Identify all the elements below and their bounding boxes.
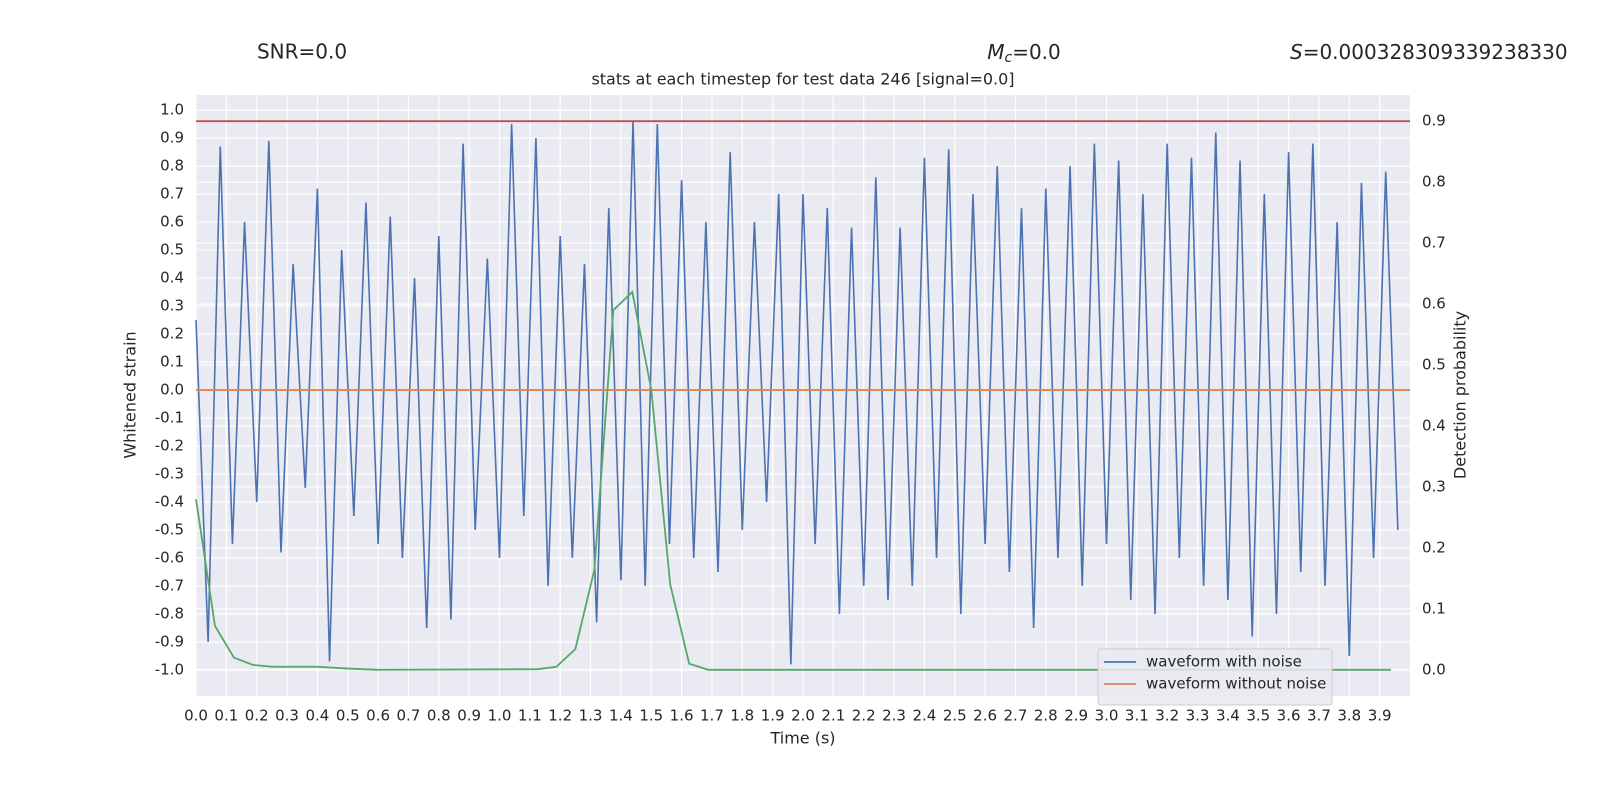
y-tick-label: 0.9 (160, 129, 184, 147)
x-tick-label: 1.5 (639, 707, 663, 725)
x-tick-label: 2.2 (852, 707, 876, 725)
y-tick-label: -0.1 (155, 409, 184, 427)
y-tick-label: 0.8 (160, 157, 184, 175)
y-tick-label: 0.2 (160, 325, 184, 343)
y-tick-label: 1.0 (160, 101, 184, 119)
x-tick-label: 2.1 (821, 707, 845, 725)
annotation-text: =0.000328309339238330 (1303, 40, 1568, 64)
chart-title: stats at each timestep for test data 246… (591, 70, 1014, 89)
y2-tick-label: 0.1 (1422, 599, 1446, 617)
annotation: Mc=0.0 (987, 40, 1061, 67)
x-tick-label: 3.4 (1216, 707, 1240, 725)
x-tick-label: 0.2 (245, 707, 269, 725)
y-tick-label: 0.4 (160, 269, 184, 287)
x-tick-label: 3.2 (1155, 707, 1179, 725)
y-tick-label: 0.0 (160, 381, 184, 399)
y2-tick-label: 0.9 (1422, 112, 1446, 130)
x-tick-label: 3.9 (1368, 707, 1392, 725)
x-tick-label: 1.4 (609, 707, 633, 725)
y2-tick-label: 0.6 (1422, 295, 1446, 313)
annotation-symbol: S (1290, 40, 1303, 64)
grid (195, 95, 1410, 696)
y-tick-label: 0.3 (160, 297, 184, 315)
series-line (195, 121, 1399, 665)
x-tick-label: 0.5 (336, 707, 360, 725)
x-tick-label: 2.6 (973, 707, 997, 725)
x-tick-label: 1.6 (670, 707, 694, 725)
y-tick-label: -0.2 (155, 437, 184, 455)
y-tick-label: 0.6 (160, 213, 184, 231)
x-tick-label: 0.9 (457, 707, 481, 725)
x-tick-label: 0.7 (397, 707, 421, 725)
legend-label: waveform without noise (1146, 675, 1326, 693)
y-tick-label: -1.0 (155, 660, 184, 678)
x-tick-label: 1.8 (730, 707, 754, 725)
annotation: SNR=0.0 (257, 40, 347, 64)
y2-tick-label: 0.4 (1422, 416, 1446, 434)
x-tick-label: 0.4 (305, 707, 329, 725)
x-tick-label: 3.5 (1246, 707, 1270, 725)
x-tick-label: 2.7 (1004, 707, 1028, 725)
x-tick-label: 1.1 (518, 707, 542, 725)
x-tick-label: 2.8 (1034, 707, 1058, 725)
x-tick-label: 1.7 (700, 707, 724, 725)
y2-tick-label: 0.5 (1422, 356, 1446, 374)
x-tick-label: 1.3 (579, 707, 603, 725)
y-tick-label: -0.7 (155, 576, 184, 594)
x-tick-label: 0.0 (184, 707, 208, 725)
x-tick-label: 2.9 (1064, 707, 1088, 725)
y2-axis-label: Detection probability (1451, 311, 1470, 479)
y2-tick-label: 0.2 (1422, 538, 1446, 556)
x-tick-label: 0.3 (275, 707, 299, 725)
x-tick-label: 1.0 (488, 707, 512, 725)
y2-tick-label: 0.7 (1422, 234, 1446, 252)
x-tick-label: 3.8 (1337, 707, 1361, 725)
x-tick-label: 0.1 (214, 707, 238, 725)
legend (1097, 648, 1333, 706)
x-tick-label: 3.6 (1277, 707, 1301, 725)
annotation: S=0.000328309339238330 (1290, 40, 1568, 64)
x-tick-label: 3.7 (1307, 707, 1331, 725)
y-tick-label: -0.4 (155, 493, 184, 511)
x-tick-label: 1.9 (761, 707, 785, 725)
annotation-sub: c (1004, 50, 1012, 66)
x-tick-label: 0.6 (366, 707, 390, 725)
x-tick-label: 1.2 (548, 707, 572, 725)
x-tick-label: 2.5 (943, 707, 967, 725)
y-tick-label: -0.9 (155, 632, 184, 650)
y-tick-label: 0.7 (160, 185, 184, 203)
y-tick-label: -0.8 (155, 604, 184, 622)
x-tick-label: 3.0 (1095, 707, 1119, 725)
y2-tick-label: 0.3 (1422, 477, 1446, 495)
y2-tick-label: 0.8 (1422, 173, 1446, 191)
y-axis-label: Whitened strain (121, 331, 140, 458)
annotation-symbol: M (987, 40, 1004, 64)
y-tick-label: 0.1 (160, 353, 184, 371)
y-tick-label: 0.5 (160, 241, 184, 259)
legend-label: waveform with noise (1146, 653, 1302, 671)
y2-tick-label: 0.0 (1422, 660, 1446, 678)
x-axis-label: Time (s) (769, 729, 835, 748)
y-tick-label: -0.5 (155, 521, 184, 539)
marks (195, 120, 1410, 671)
y-tick-label: -0.6 (155, 548, 184, 566)
series-line (195, 290, 1392, 671)
annotation-text: =0.0 (1012, 40, 1061, 64)
x-tick-label: 2.0 (791, 707, 815, 725)
x-tick-label: 3.1 (1125, 707, 1149, 725)
x-tick-label: 0.8 (427, 707, 451, 725)
x-tick-label: 2.3 (882, 707, 906, 725)
x-tick-label: 2.4 (912, 707, 936, 725)
y-tick-label: -0.3 (155, 465, 184, 483)
x-tick-label: 3.3 (1186, 707, 1210, 725)
